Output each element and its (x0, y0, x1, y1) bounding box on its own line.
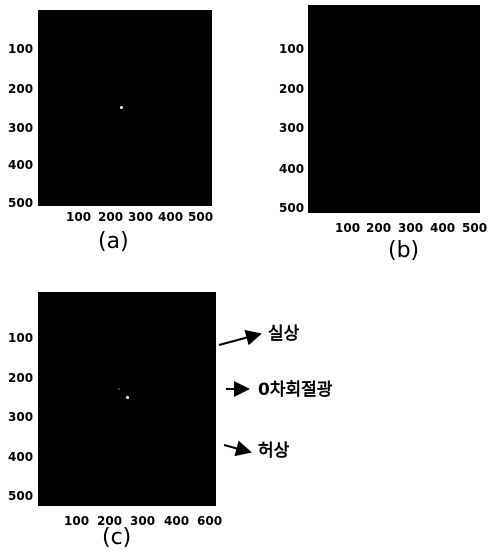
panel-a-xtick-500: 500 (188, 210, 214, 224)
panel-a-xtick-400: 400 (158, 210, 184, 224)
panel-b-ytick-200: 200 (279, 82, 305, 96)
panel-c-label: (c) (102, 525, 132, 550)
panel-a-image (38, 10, 212, 206)
arrow-virtual-image (223, 440, 252, 457)
panel-a-ytick-400: 400 (8, 158, 34, 172)
panel-c-xtick-400: 400 (164, 514, 190, 528)
panel-a-label: (a) (98, 229, 129, 254)
panel-c-faint-spot (118, 388, 120, 390)
panel-c-ytick-500: 500 (8, 489, 34, 503)
panel-a-ytick-200: 200 (8, 82, 34, 96)
panel-c-xtick-300: 300 (130, 514, 156, 528)
panel-a-ytick-100: 100 (8, 42, 34, 56)
panel-a-xtick-200: 200 (98, 210, 124, 224)
panel-b-xtick-500: 500 (462, 221, 488, 235)
panel-a-bright-spot (120, 106, 123, 109)
annotation-zero-order-diffraction: 0차회절광 (258, 380, 333, 400)
panel-a-xtick-100: 100 (66, 210, 92, 224)
panel-a-ytick-500: 500 (8, 196, 34, 210)
panel-b-xtick-200: 200 (366, 221, 392, 235)
panel-b-xtick-400: 400 (430, 221, 456, 235)
panel-a-xtick-300: 300 (128, 210, 154, 224)
panel-a-ytick-300: 300 (8, 121, 34, 135)
panel-c-image (38, 292, 216, 506)
panel-c-xtick-200: 200 (97, 514, 123, 528)
panel-c-bright-spot (126, 396, 129, 399)
panel-b-label: (b) (388, 238, 420, 263)
annotation-virtual-image: 허상 (258, 441, 290, 461)
panel-c-xtick-600: 600 (197, 514, 223, 528)
panel-c-ytick-300: 300 (8, 410, 34, 424)
panel-b-ytick-400: 400 (279, 162, 305, 176)
panel-b-image (308, 5, 480, 213)
panel-c-ytick-200: 200 (8, 371, 34, 385)
arrow-real-image (218, 329, 262, 346)
panel-b-xtick-100: 100 (335, 221, 361, 235)
panel-b-ytick-300: 300 (279, 121, 305, 135)
panel-b-ytick-100: 100 (279, 42, 305, 56)
panel-c-xtick-100: 100 (64, 514, 90, 528)
panel-c-ytick-400: 400 (8, 450, 34, 464)
panel-c-ytick-100: 100 (8, 331, 34, 345)
panel-b-xtick-300: 300 (398, 221, 424, 235)
panel-b-ytick-500: 500 (279, 201, 305, 215)
annotation-real-image: 실상 (268, 324, 300, 344)
